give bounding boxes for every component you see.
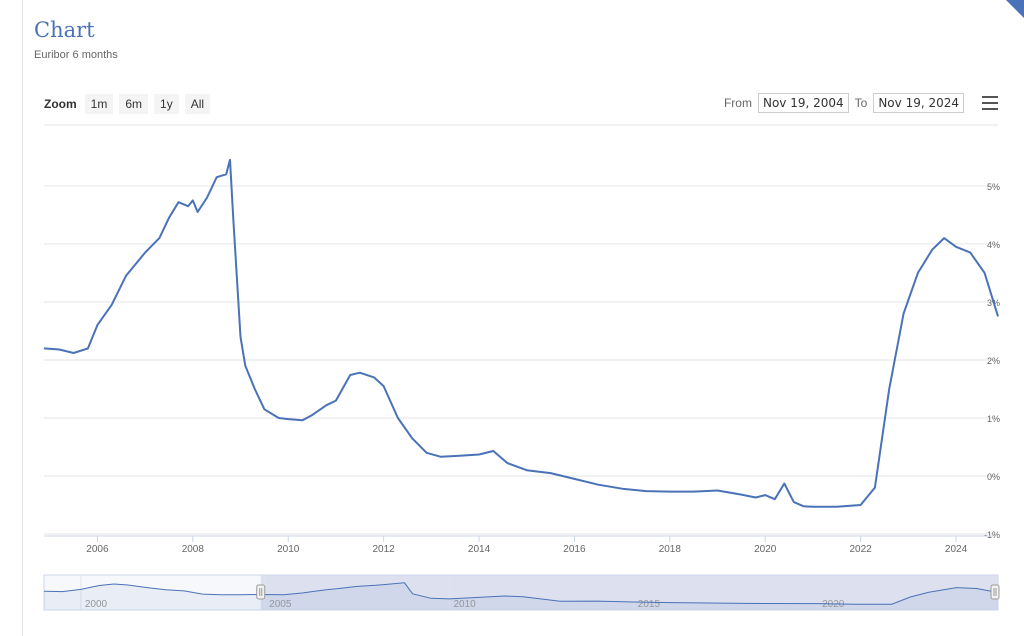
hamburger-menu-icon[interactable] [982,96,998,114]
corner-marker-icon [1006,0,1024,18]
frame-border [22,0,23,636]
x-tick-label: 2008 [182,544,205,555]
x-tick-label: 2014 [468,544,491,555]
x-tick-label: 2012 [372,544,395,555]
date-range-selector: From Nov 19, 2004 To Nov 19, 2024 [724,93,964,113]
navigator-tick-label: 2000 [85,599,108,610]
x-tick-label: 2022 [849,544,872,555]
to-date-input[interactable]: Nov 19, 2024 [873,93,964,113]
x-tick-label: 2006 [86,544,109,555]
navigator-series-line [43,582,999,605]
zoom-6m-button[interactable]: 6m [119,94,149,114]
x-tick-label: 2020 [754,544,777,555]
navigator-tick-label: 2020 [822,599,845,610]
y-tick-label: 0% [987,472,1000,482]
y-tick-label: 5% [987,182,1000,192]
zoom-label: Zoom [44,97,77,111]
to-label: To [854,96,868,110]
navigator-area [44,582,998,610]
zoom-selector: Zoom 1m 6m 1y All [44,94,211,114]
y-tick-label: -1% [984,530,1000,540]
chart-subtitle: Euribor 6 months [34,49,118,61]
chart-title: Chart [34,18,95,42]
x-tick-label: 2016 [563,544,586,555]
x-tick-label: 2024 [945,544,968,555]
navigator-tick-label: 2005 [269,599,292,610]
x-tick-label: 2018 [659,544,682,555]
y-tick-label: 2% [987,356,1000,366]
navigator-tick-label: 2015 [638,599,661,610]
zoom-1y-button[interactable]: 1y [154,94,179,114]
zoom-1m-button[interactable]: 1m [84,94,114,114]
from-date-input[interactable]: Nov 19, 2004 [757,93,849,113]
series-line [43,158,999,508]
navigator-tick-label: 2010 [453,599,476,610]
navigator-right-handle[interactable] [990,584,1000,600]
from-label: From [723,96,752,110]
y-tick-label: 1% [987,414,1000,424]
navigator-left-handle[interactable] [256,584,266,600]
zoom-all-button[interactable]: All [184,94,211,114]
x-tick-label: 2010 [277,544,300,555]
y-tick-label: 4% [987,240,1000,250]
